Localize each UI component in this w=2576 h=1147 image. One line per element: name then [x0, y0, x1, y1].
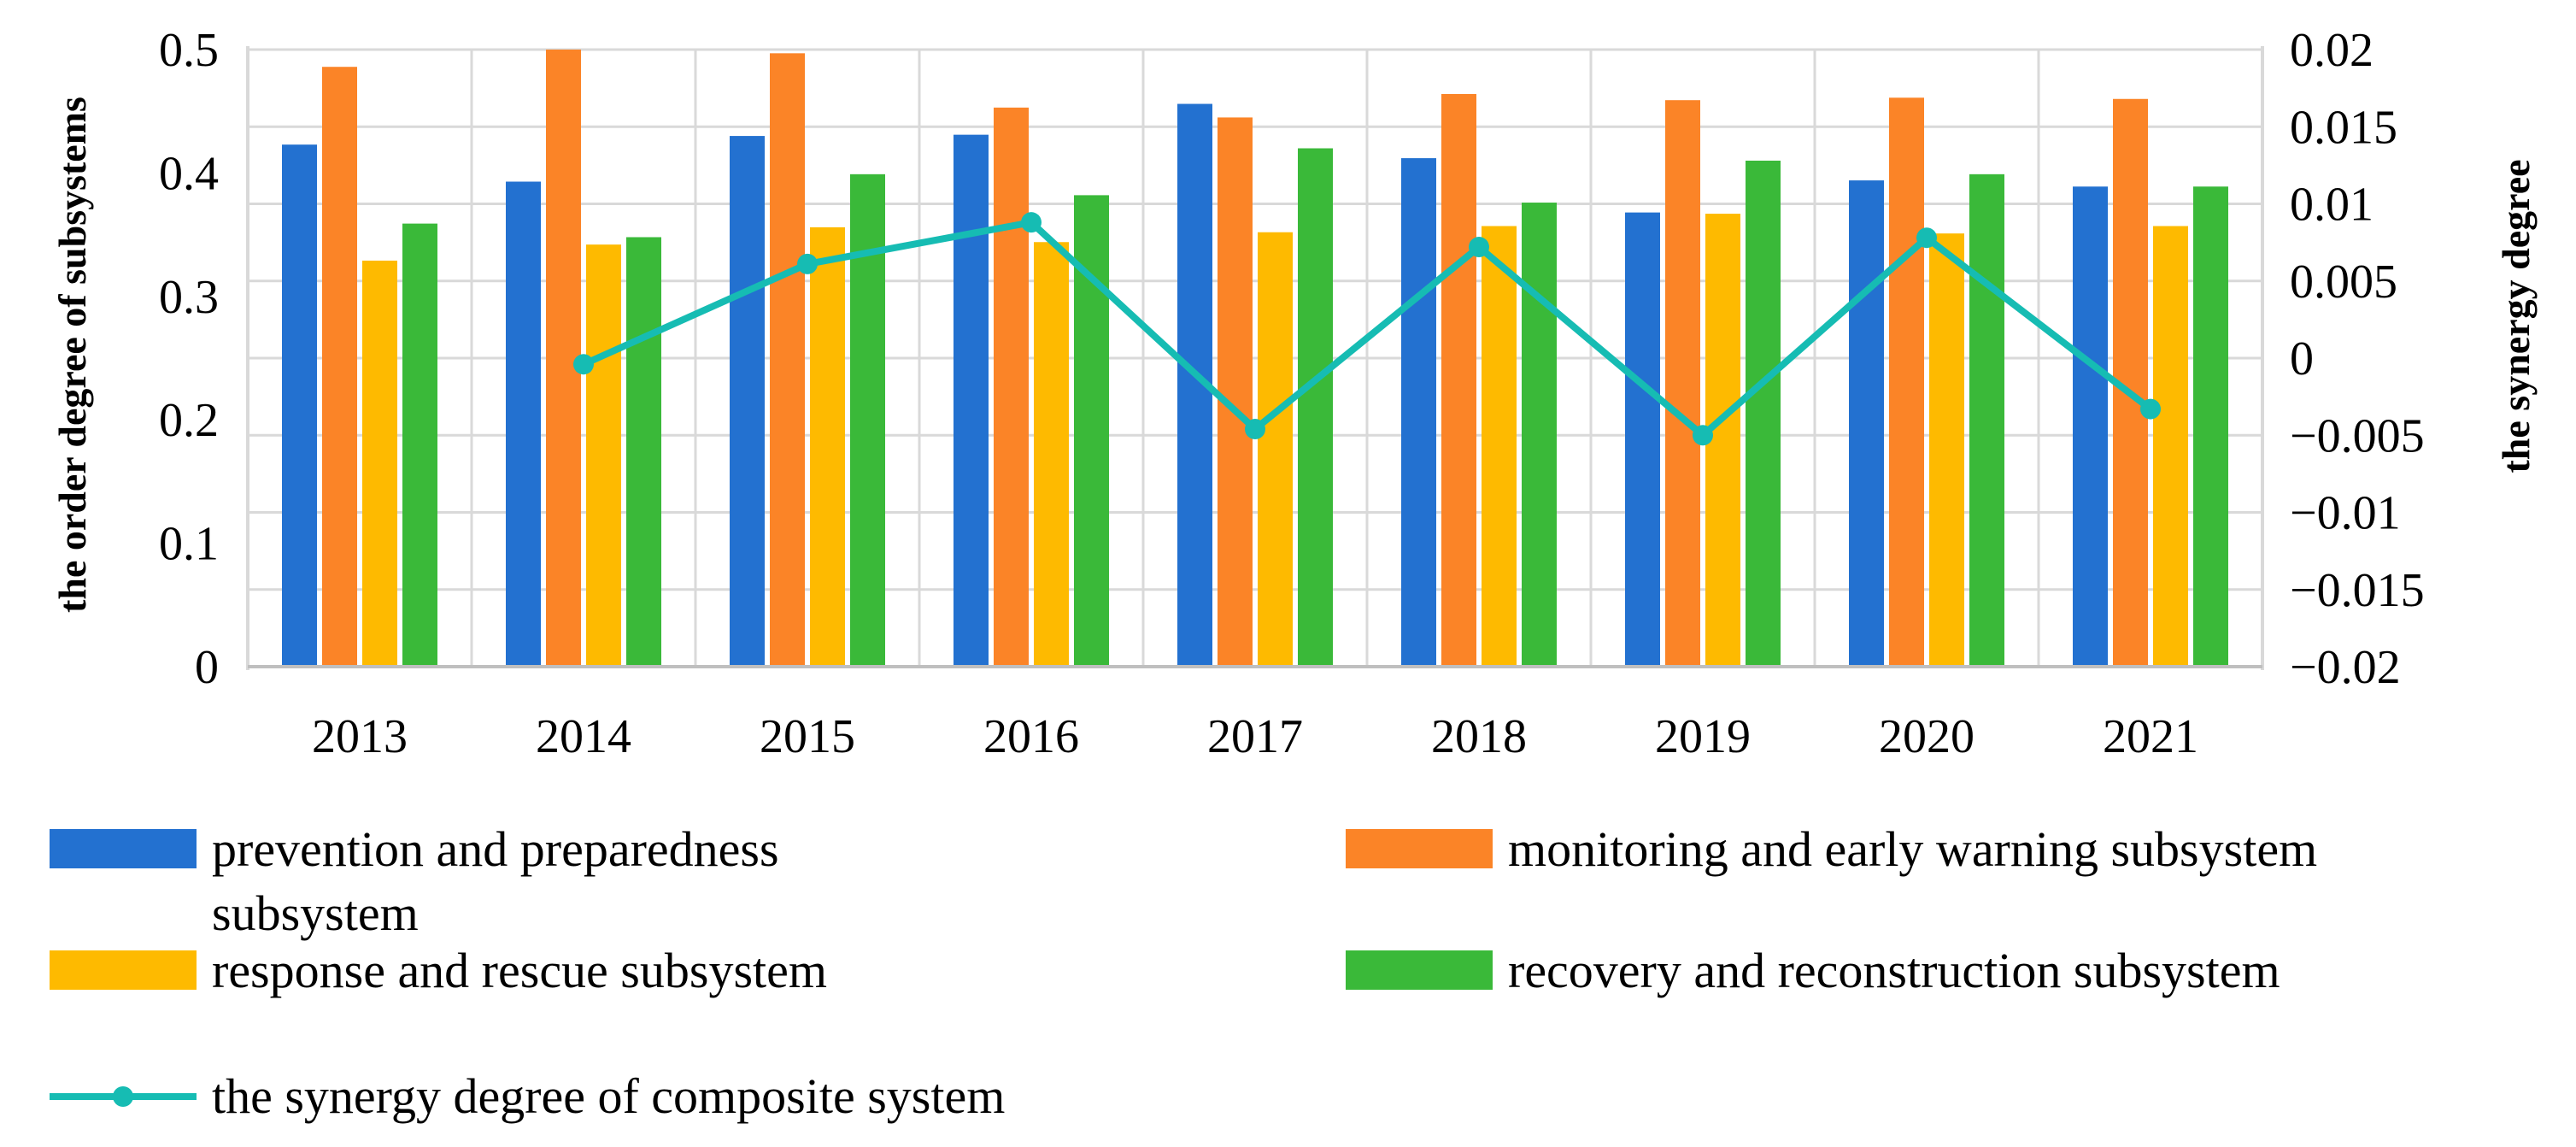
- y-right-tick-label: 0: [2290, 332, 2314, 385]
- synergy-point-2018: [1469, 237, 1489, 258]
- bar-prevention-2018: [1401, 158, 1436, 667]
- bar-series: [282, 50, 2228, 668]
- bar-monitoring-2018: [1441, 93, 1476, 667]
- bar-recovery-2017: [1298, 148, 1333, 667]
- y-right-tick-label: −0.01: [2290, 487, 2401, 540]
- bar-response-2020: [1929, 233, 1964, 667]
- legend-label-prevention-line1: prevention and preparedness: [212, 821, 779, 877]
- bar-response-2015: [810, 226, 845, 667]
- legend: prevention and preparedness subsystem mo…: [50, 821, 2317, 1124]
- bar-prevention-2019: [1625, 212, 1660, 667]
- bar-recovery-2013: [402, 223, 437, 667]
- bar-monitoring-2019: [1665, 100, 1700, 668]
- bar-recovery-2019: [1746, 160, 1781, 667]
- x-tick-label-2015: 2015: [760, 710, 855, 763]
- y-right-tick-label: 0.02: [2290, 24, 2374, 77]
- y-right-axis-title: the synergy degree: [2494, 159, 2538, 473]
- bar-response-2013: [362, 260, 397, 667]
- bar-recovery-2014: [626, 237, 661, 667]
- bar-prevention-2020: [1849, 180, 1884, 668]
- legend-label-response: response and rescue subsystem: [212, 943, 827, 998]
- legend-swatch-recovery: [1346, 950, 1493, 990]
- y-left-tick-label: 0.2: [159, 394, 219, 447]
- bar-response-2014: [586, 244, 621, 667]
- legend-label-monitoring: monitoring and early warning subsystem: [1508, 821, 2317, 877]
- axes: 2013 2014 2015 2016 2017 2018 2019 2020 2021 0 0.1…: [159, 24, 2425, 763]
- synergy-point-2016: [1021, 212, 1042, 233]
- y-left-tick-label: 0.3: [159, 271, 219, 324]
- y-right-tick-label: −0.02: [2290, 641, 2401, 694]
- bar-recovery-2020: [1969, 174, 2004, 667]
- bar-response-2016: [1034, 242, 1069, 667]
- gridlines: [246, 48, 2264, 668]
- bar-prevention-2021: [2073, 186, 2108, 667]
- synergy-point-2019: [1693, 425, 1713, 446]
- y-right-tick-label: −0.015: [2290, 564, 2425, 617]
- synergy-point-2021: [2140, 398, 2161, 420]
- synergy-point-2014: [573, 354, 594, 375]
- y-left-axis-title: the order degree of subsystems: [50, 97, 94, 613]
- synergy-point-2015: [797, 253, 818, 274]
- bar-monitoring-2015: [770, 53, 805, 667]
- x-tick-label-2019: 2019: [1655, 710, 1751, 763]
- legend-label-prevention-line2: subsystem: [212, 885, 419, 941]
- bar-monitoring-2013: [322, 67, 357, 667]
- synergy-point-2020: [1916, 227, 1937, 249]
- x-tick-label-2013: 2013: [312, 710, 408, 763]
- bar-response-2018: [1482, 226, 1517, 667]
- x-tick-label-2021: 2021: [2103, 710, 2198, 763]
- y-left-tick-label: 0.4: [159, 147, 219, 200]
- bar-monitoring-2017: [1218, 117, 1253, 668]
- synergy-line: [582, 219, 2153, 439]
- legend-swatch-monitoring: [1346, 829, 1493, 868]
- x-tick-label-2018: 2018: [1431, 710, 1527, 763]
- y-right-tick-label: −0.005: [2290, 409, 2425, 462]
- bar-recovery-2018: [1522, 203, 1557, 667]
- bar-monitoring-2020: [1889, 97, 1924, 668]
- x-tick-label-2016: 2016: [983, 710, 1079, 763]
- y-right-tick-label: 0.01: [2290, 179, 2374, 232]
- y-right-tick-label: 0.015: [2290, 101, 2397, 154]
- bar-prevention-2013: [282, 144, 317, 668]
- y-left-tick-label: 0.1: [159, 518, 219, 571]
- legend-label-recovery: recovery and reconstruction subsystem: [1508, 943, 2280, 998]
- x-tick-label-2020: 2020: [1879, 710, 1975, 763]
- legend-swatch-response: [50, 950, 197, 990]
- y-right-tick-label: 0.005: [2290, 256, 2397, 309]
- synergy-point-2017: [1245, 419, 1265, 440]
- bar-prevention-2015: [730, 136, 765, 667]
- bar-prevention-2014: [506, 181, 541, 667]
- bar-prevention-2016: [954, 134, 989, 668]
- bar-response-2017: [1258, 232, 1293, 667]
- y-left-tick-label: 0.5: [159, 24, 219, 77]
- bar-monitoring-2016: [994, 107, 1029, 668]
- bar-response-2021: [2153, 226, 2188, 667]
- x-tick-label-2014: 2014: [536, 710, 631, 763]
- x-tick-label-2017: 2017: [1207, 710, 1303, 763]
- bar-monitoring-2014: [546, 50, 581, 667]
- synergy-line-series: [573, 212, 2161, 446]
- legend-swatch-synergy-marker: [113, 1086, 133, 1107]
- y-left-tick-label: 0: [195, 641, 219, 694]
- legend-label-synergy: the synergy degree of composite system: [212, 1068, 1005, 1124]
- bar-recovery-2021: [2193, 186, 2228, 667]
- legend-swatch-prevention: [50, 829, 197, 868]
